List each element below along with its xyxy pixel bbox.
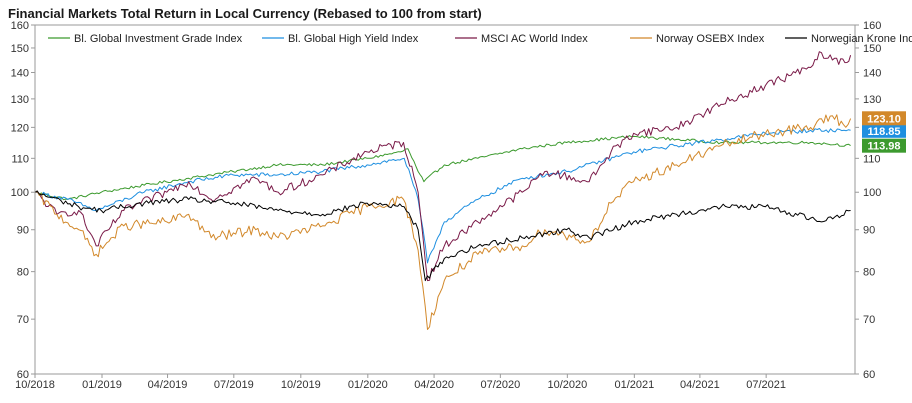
end-label-text: 113.98 [867,141,900,153]
x-tick-label: 07/2020 [480,379,520,391]
end-label-bg [862,138,906,153]
x-tick-label: 04/2020 [414,379,454,391]
x-tick-label: 07/2021 [746,379,786,391]
legend-label: Bl. Global Investment Grade Index [74,33,243,45]
y-tick-label-right: 130 [863,94,881,106]
x-tick-label: 10/2019 [281,379,321,391]
series-line [34,114,852,330]
y-tick-label-right: 70 [863,314,875,326]
y-tick-label-left: 90 [17,225,29,237]
x-axis: 10/2018 01/2019 04/2019 07/2019 10/2019 01/20… [15,374,786,391]
y-tick-label-left: 130 [11,94,29,106]
y-tick-label-left: 100 [11,187,29,199]
x-tick-label: 10/2018 [15,379,55,391]
y-tick-label-left: 60 [17,369,29,381]
x-tick-label: 10/2020 [547,379,587,391]
y-tick-label-left: 110 [11,153,29,165]
end-label-text: 123.10 [867,113,901,125]
plot-lines [34,51,852,330]
x-tick-label: 01/2021 [614,379,654,391]
y-tick-label-left: 120 [11,122,29,134]
y-tick-label-right: 100 [863,187,881,199]
series-line [34,190,851,282]
y-tick-label-right: 60 [863,369,875,381]
chart-title: Financial Markets Total Return in Local … [8,6,482,21]
end-label: 113.98 [862,138,906,153]
end-label: 118.85 [862,123,906,138]
y-tick-label-right: 150 [863,43,881,55]
y-tick-label-left: 140 [11,68,29,80]
legend-label: MSCI AC World Index [481,33,588,45]
legend: Bl. Global Investment Grade Index Bl. Glo… [48,33,912,45]
left-y-axis: 60 70 80 90 100 110 120 130 140 150 160 [11,20,35,381]
end-label: 123.10 [862,111,906,126]
series-line [34,51,852,282]
y-tick-label-right: 80 [863,267,875,279]
x-tick-label: 07/2019 [214,379,254,391]
legend-label: Bl. Global High Yield Index [288,33,419,45]
y-tick-label-right: 90 [863,225,875,237]
y-tick-label-right: 110 [863,153,881,165]
x-tick-label: 01/2019 [82,379,122,391]
y-tick-label-left: 160 [11,20,29,32]
series-line [34,135,851,201]
legend-label: Norwegian Krone Index [811,33,912,45]
series-line [34,128,851,264]
end-label-bg [862,111,906,126]
y-tick-label-right: 160 [863,20,881,32]
y-tick-label-right: 140 [863,68,881,80]
x-tick-label: 04/2019 [148,379,188,391]
y-tick-label-left: 80 [17,267,29,279]
end-label-bg [862,123,906,138]
plot-frame [34,24,856,375]
x-tick-label: 04/2021 [680,379,720,391]
legend-label: Norway OSEBX Index [656,33,765,45]
y-tick-label-left: 70 [17,314,29,326]
end-label-text: 118.85 [867,126,900,138]
x-tick-label: 01/2020 [348,379,388,391]
y-tick-label-left: 150 [11,43,29,55]
